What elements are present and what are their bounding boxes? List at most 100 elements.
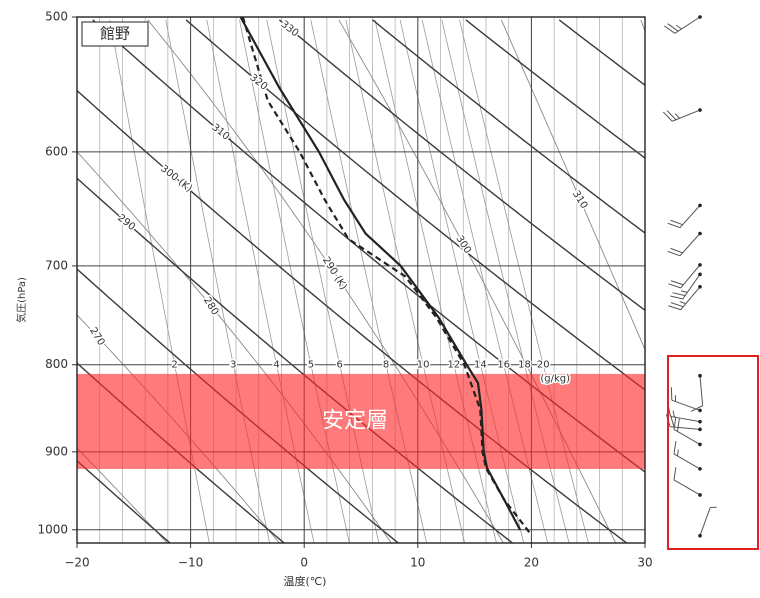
barb-flag: [670, 295, 683, 300]
barb-station: [698, 263, 702, 267]
dry-adiabat: [77, 459, 171, 543]
wind-barb: [667, 231, 702, 257]
barb-station: [698, 419, 702, 424]
y-tick-label: 900: [45, 444, 68, 458]
mixing-ratio-label: 2: [171, 360, 177, 371]
barb-station: [698, 108, 702, 112]
barb-staff: [671, 109, 701, 122]
dry-adiabat-label: 320: [247, 72, 269, 92]
mixing-ratio-line: [165, 19, 270, 543]
y-tick-label: 500: [45, 10, 68, 24]
plot-marks: 500 600 700 800 900 1000 −20 −10 0 10 20 30 2 3 4 5 6 8 10…: [15, 10, 717, 588]
barb-flag: [672, 410, 675, 418]
barb-station: [698, 272, 702, 277]
barb-flag: [669, 414, 675, 428]
barb-flag: [668, 283, 681, 289]
moist-adiabat: [77, 151, 392, 543]
y-tick-label: 600: [45, 144, 68, 158]
barb-station: [698, 533, 702, 538]
x-axis-title: 温度(℃): [284, 574, 327, 588]
barb-station: [698, 15, 702, 19]
wind-barb: [662, 108, 702, 122]
dry-adiabat: [77, 362, 285, 543]
barb-flag: [670, 302, 684, 308]
x-tick-label: 30: [637, 556, 652, 570]
barb-staff: [680, 286, 701, 311]
mixing-ratio-line: [239, 19, 350, 543]
barb-staff: [679, 233, 701, 257]
moist-adiabat: [640, 19, 645, 33]
dry-adiabat-label: 330: [279, 19, 301, 39]
dry-adiabat: [278, 19, 645, 312]
y-tick-label: 1000: [37, 522, 68, 536]
mixing-ratio-line: [310, 19, 428, 543]
barb-flag: [662, 111, 673, 122]
y-tick-label: 800: [45, 357, 68, 371]
barb-staff: [680, 264, 701, 289]
wind-barb: [667, 203, 702, 229]
mixing-ratio-label: 5: [308, 360, 314, 371]
barb-flag: [667, 222, 681, 229]
moist-adiabat-label: 290 (K): [320, 255, 349, 292]
barb-flag: [675, 24, 682, 30]
barb-flag: [667, 250, 681, 257]
wind-barb: [670, 272, 702, 300]
wind-barb: [673, 467, 702, 497]
barb-station: [698, 427, 702, 432]
barb-station: [698, 442, 702, 447]
mixing-ratio-label: 20: [537, 360, 550, 371]
wind-barb: [673, 416, 702, 447]
mixing-ratio-label: 16: [497, 360, 510, 371]
barb-flag: [663, 25, 676, 34]
dry-adiabat-label: 300 (K): [158, 163, 194, 194]
barb-staff: [699, 507, 711, 536]
mixing-ratio-label: 4: [273, 360, 279, 371]
mixing-ratio-line: [109, 19, 210, 543]
mixing-ratio-line: [345, 19, 466, 543]
barb-flag: [673, 416, 677, 430]
wind-barb: [668, 284, 702, 311]
wind-barb: [673, 441, 702, 471]
barb-flag: [670, 247, 683, 254]
barb-staff: [673, 428, 701, 445]
mixing-ratio-label: 10: [417, 360, 430, 371]
dry-adiabat: [92, 19, 645, 473]
moist-adiabat-label: 310: [570, 189, 589, 211]
x-tick-label: −10: [178, 556, 203, 570]
barb-flag: [674, 113, 680, 119]
profile-line: [239, 16, 522, 531]
plot-frame: [76, 16, 646, 544]
barb-staff: [671, 399, 701, 411]
mixing-ratio-line: [206, 19, 315, 543]
barb-station: [698, 231, 702, 236]
barb-flag: [672, 292, 686, 297]
barb-station: [698, 408, 702, 413]
y-axis-title: 気圧(hPa): [15, 277, 28, 323]
mixing-ratio-label: 14: [474, 360, 487, 371]
dry-adiabat: [77, 177, 513, 543]
mixing-ratio-unit: (g/kg): [540, 374, 570, 385]
wind-barb: [670, 387, 702, 413]
moist-adiabat: [500, 19, 645, 351]
barb-staff: [679, 205, 701, 229]
x-tick-label: 10: [410, 556, 425, 570]
mixing-ratio-label: 18: [518, 360, 531, 371]
mixing-ratio-line: [399, 19, 525, 543]
barb-staff: [674, 16, 701, 34]
moist-adiabat-label: 270: [87, 326, 106, 348]
barb-flag: [673, 441, 677, 454]
barb-staff: [673, 453, 701, 470]
mixing-ratio-label: 3: [230, 360, 236, 371]
dry-adiabat: [77, 268, 399, 543]
barb-flag: [666, 110, 677, 121]
barb-staff: [682, 274, 701, 300]
dry-adiabat: [372, 19, 645, 234]
wind-barb: [667, 403, 702, 424]
wind-barb: [663, 15, 702, 34]
barb-flag: [667, 23, 679, 32]
x-tick-label: 0: [300, 556, 308, 570]
barb-flag: [670, 219, 683, 226]
barb-staff: [699, 375, 704, 406]
moist-adiabat: [147, 19, 504, 543]
wind-barb: [690, 373, 704, 412]
